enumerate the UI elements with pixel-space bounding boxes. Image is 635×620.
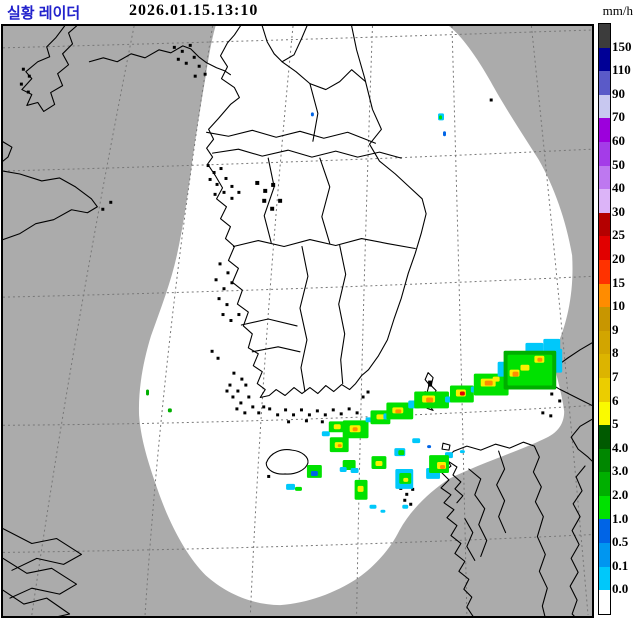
legend-segment	[599, 165, 610, 190]
precip-cell	[427, 445, 432, 449]
legend-label: 40	[612, 180, 625, 196]
legend-label: 9	[612, 321, 619, 337]
legend-segment	[599, 330, 610, 355]
precip-cell	[350, 468, 359, 473]
precip-cell	[412, 438, 421, 444]
precip-cell	[167, 408, 172, 413]
legend-segment	[599, 94, 610, 119]
legend-label: 110	[612, 62, 631, 78]
legend-segment	[599, 24, 610, 48]
legend-segment	[599, 236, 610, 260]
precip-cell	[492, 376, 500, 382]
legend-label: 6	[612, 392, 619, 408]
legend-segment	[599, 307, 610, 331]
timestamp: 2026.01.15.13:10	[129, 2, 259, 19]
legend-label: 25	[612, 227, 625, 243]
legend-segment	[599, 448, 610, 473]
page-title: 실황 레이더	[7, 5, 81, 22]
legend-label: 7	[612, 369, 619, 384]
legend-segment	[599, 283, 610, 308]
legend-segment	[599, 377, 610, 402]
legend-label: 60	[612, 133, 625, 148]
radar-map	[1, 24, 594, 618]
legend-segment	[599, 354, 610, 378]
legend-label: 150	[612, 38, 632, 54]
legend-segment	[599, 118, 610, 142]
precip-cell	[484, 380, 493, 386]
legend-label: 8	[612, 345, 619, 361]
precip-cell	[376, 414, 385, 420]
legend-label: 3.0	[612, 463, 629, 479]
legend-label: 5	[612, 416, 619, 432]
legend-segment	[599, 401, 610, 426]
legend-label: 1.0	[612, 510, 629, 526]
precip-cell	[310, 470, 318, 476]
graticule-grid	[3, 26, 592, 616]
coastlines	[3, 26, 592, 616]
precip-cell	[520, 364, 530, 371]
precip-cell	[443, 131, 446, 137]
legend-label: 90	[612, 85, 625, 101]
precip-cell	[403, 477, 409, 482]
legend-segment	[599, 47, 610, 72]
header-bar: 실황 레이더 2026.01.15.13:10 mm/h	[0, 0, 635, 24]
legend-segment	[599, 259, 610, 284]
legend-segment	[599, 425, 610, 449]
precip-cell	[402, 504, 409, 509]
radar-coverage-area	[138, 26, 573, 606]
precip-cell	[321, 431, 330, 437]
precip-cell	[286, 483, 296, 490]
legend-segment	[599, 566, 610, 591]
legend-label: 0.0	[612, 581, 629, 597]
precip-cell	[146, 389, 150, 396]
legend-segment	[599, 212, 610, 237]
precip-cell	[337, 444, 342, 448]
precip-cell	[339, 467, 347, 472]
legend-segment	[599, 71, 610, 95]
precip-cell	[440, 465, 445, 469]
precip-cell	[512, 371, 519, 377]
precip-cell	[543, 338, 561, 352]
precip-cell	[525, 342, 544, 353]
legend-label: 15	[612, 274, 625, 290]
precip-cell	[352, 427, 358, 432]
precip-cell	[426, 397, 434, 403]
precip-cell	[375, 461, 383, 467]
legend-label: 70	[612, 109, 625, 125]
rainrate-legend-labels: 150 110 90 70 60 50 40 30 25 20 15 10 9 8 7 6 5 4.0 3.0 2.0…	[612, 23, 635, 613]
precip-cell	[295, 486, 302, 491]
legend-label: 30	[612, 203, 625, 219]
precip-cell	[537, 357, 543, 362]
legend-label: 0.5	[612, 534, 629, 550]
precip-cell	[310, 112, 314, 117]
legend-label: 50	[612, 156, 625, 172]
precip-cell	[395, 409, 402, 414]
precip-cell	[369, 504, 377, 509]
precip-cell	[333, 424, 341, 430]
legend-label: 10	[612, 298, 625, 314]
legend-segment	[599, 543, 610, 567]
precip-cell	[398, 450, 405, 456]
legend-segment	[599, 189, 610, 213]
precip-cell	[380, 509, 386, 513]
legend-segment	[599, 472, 610, 496]
precip-cell	[357, 485, 364, 492]
legend-label: 4.0	[612, 439, 629, 455]
unit-label: mm/h	[602, 3, 633, 18]
legend-label: 0.1	[612, 557, 629, 573]
legend-segment	[599, 590, 610, 614]
precip-cell	[459, 450, 465, 454]
rainrate-legend-bar	[598, 23, 611, 615]
legend-segment	[599, 141, 610, 166]
precipitation-echoes	[146, 112, 563, 513]
legend-segment	[599, 495, 610, 520]
precip-cell	[459, 391, 465, 396]
precip-cell	[439, 115, 443, 120]
legend-segment	[599, 519, 610, 544]
legend-label: 2.0	[612, 487, 629, 502]
legend-label: 20	[612, 251, 625, 266]
